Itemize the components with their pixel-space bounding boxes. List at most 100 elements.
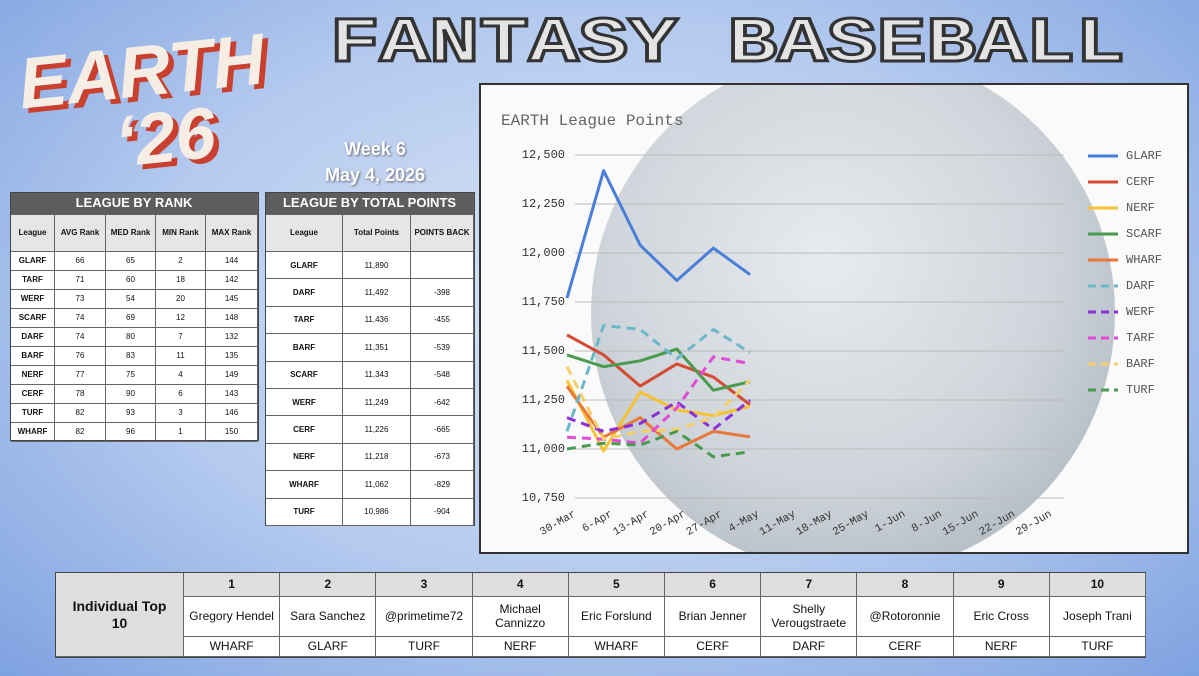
cell-value: 74 (55, 309, 106, 328)
y-tick-label: 12,500 (522, 148, 565, 162)
league-name: TURF (266, 498, 343, 526)
cell-value: 60 (106, 271, 156, 290)
cell-value: -539 (411, 334, 474, 362)
cell-value: 65 (106, 252, 156, 271)
cell-value: 93 (106, 404, 156, 423)
column-header: League (11, 215, 55, 252)
top10-table: Individual Top 10 1 Gregory Hendel WHARF 2 Sa… (55, 572, 1146, 658)
league-name: GLARF (266, 252, 343, 280)
cell-value: 132 (206, 328, 258, 347)
cell-value: 11,890 (343, 252, 411, 280)
legend-label: BARF (1126, 357, 1155, 371)
player-name: Michael Cannizzo (472, 597, 569, 637)
y-tick-label: 11,250 (522, 393, 565, 407)
chart: EARTH League Points 10,750 11,000 11,250 11… (501, 85, 1162, 552)
player-league: NERF (472, 637, 569, 657)
series-line (565, 324, 751, 432)
cell-value: 7 (156, 328, 206, 347)
cell-value: 150 (206, 423, 258, 442)
column-header: MED Rank (106, 215, 156, 252)
rank-number: 6 (665, 573, 762, 597)
column-header: POINTS BACK (411, 215, 474, 252)
cell-value: 90 (106, 385, 156, 404)
column-header: MAX Rank (206, 215, 258, 252)
cell-value: 11,351 (343, 334, 411, 362)
cell-value: 11,436 (343, 306, 411, 335)
cell-value: 74 (55, 328, 106, 347)
cell-value: 82 (55, 423, 106, 442)
league-name: BARF (266, 334, 343, 362)
x-tick-label: 30-Mar (538, 509, 578, 539)
player-league: CERF (857, 637, 954, 657)
logo: EARTH EARTH ‘26 ‘26 (15, 19, 276, 187)
cell-value: 73 (55, 290, 106, 309)
legend-label: TURF (1126, 383, 1155, 397)
cell-value: 146 (206, 404, 258, 423)
player-name: Eric Cross (953, 597, 1050, 637)
table-title: LEAGUE BY RANK (11, 193, 258, 215)
legend-label: NERF (1126, 201, 1155, 215)
cell-value: 135 (206, 347, 258, 366)
player-league: CERF (665, 637, 762, 657)
legend-label: GLARF (1126, 149, 1162, 163)
cell-value: -642 (411, 389, 474, 417)
y-tick-label: 11,500 (522, 344, 565, 358)
header: FANTASY BASEBALL (329, 7, 1127, 80)
cell-value: 4 (156, 366, 206, 385)
series-line (566, 355, 751, 445)
cell-value: 83 (106, 347, 156, 366)
points-table: LEAGUE BY TOTAL POINTS League Total Points… (265, 192, 475, 526)
league-name: WHARF (11, 423, 55, 442)
logo-text: ‘26 (111, 93, 220, 183)
column-header: League (266, 215, 343, 252)
league-name: GLARF (11, 252, 55, 271)
cell-value: -673 (411, 443, 474, 472)
rank-number: 2 (280, 573, 377, 597)
legend-label: CERF (1126, 175, 1155, 189)
cell-value: -398 (411, 279, 474, 307)
cell-value: 11,249 (343, 389, 411, 417)
rank-number: 3 (376, 573, 473, 597)
cell-value: 145 (206, 290, 258, 309)
cell-value: -665 (411, 416, 474, 444)
player-name: Gregory Hendel (184, 597, 281, 637)
cell-value (411, 252, 474, 280)
league-name: TARF (11, 271, 55, 290)
player-name: @primetime72 (376, 597, 473, 637)
league-name: TURF (11, 404, 55, 423)
cell-value: 2 (156, 252, 206, 271)
legend-label: TARF (1126, 331, 1155, 345)
series-line (566, 347, 751, 392)
date: May 4, 2026 (324, 165, 426, 185)
page-title: FANTASY BASEBALL (330, 9, 1125, 80)
player-name: Eric Forslund (568, 597, 665, 637)
legend-label: SCARF (1126, 227, 1162, 241)
cell-value: 69 (106, 309, 156, 328)
x-tick-label: 20-Apr (648, 509, 688, 539)
cell-value: 148 (206, 309, 258, 328)
cell-value: 6 (156, 385, 206, 404)
legend-label: DARF (1126, 279, 1155, 293)
week: Week 6 (344, 139, 406, 159)
player-name: Sara Sanchez (280, 597, 377, 637)
y-tick-label: 11,000 (522, 442, 565, 456)
player-name: Brian Jenner (665, 597, 762, 637)
rank-number: 1 (184, 573, 281, 597)
rank-number: 9 (953, 573, 1050, 597)
league-name: NERF (266, 443, 343, 472)
y-tick-label: 12,000 (522, 246, 565, 260)
rank-number: 8 (857, 573, 954, 597)
cell-value: 18 (156, 271, 206, 290)
chart-box: EARTH League Points 10,750 11,000 11,250 11… (479, 83, 1189, 554)
league-name: NERF (11, 366, 55, 385)
rank-number: 4 (472, 573, 569, 597)
cell-value: 96 (106, 423, 156, 442)
cell-value: 78 (55, 385, 106, 404)
series-line (565, 366, 752, 441)
cell-value: -548 (411, 361, 474, 389)
league-name: DARF (266, 279, 343, 307)
player-name: Shelly Verougstraete (761, 597, 858, 637)
league-name: SCARF (11, 309, 55, 328)
chart-title: EARTH League Points (501, 112, 683, 130)
